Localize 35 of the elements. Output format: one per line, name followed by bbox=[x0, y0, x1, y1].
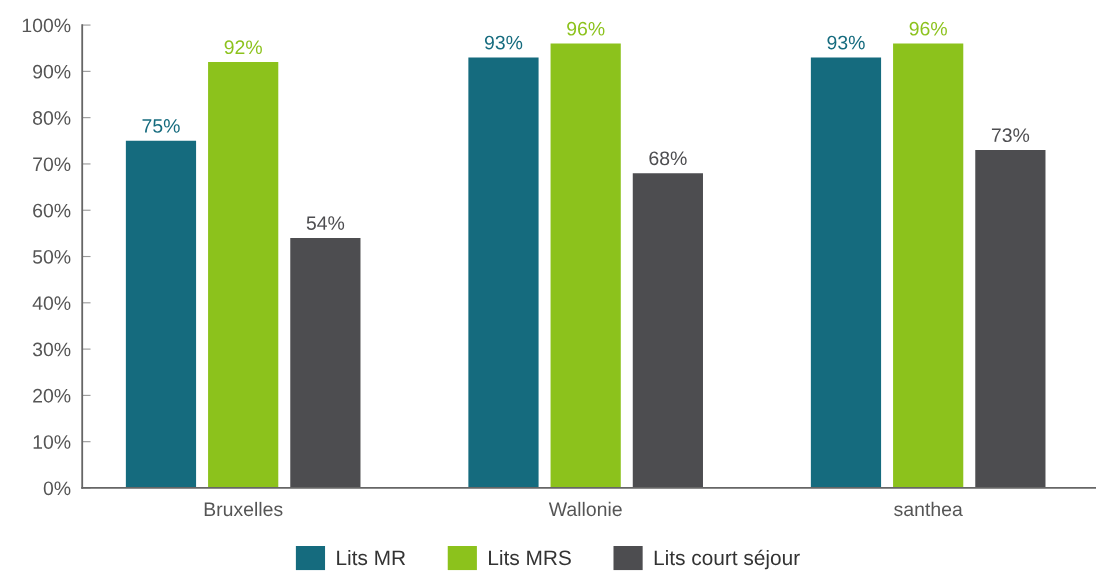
legend-label: Lits MRS bbox=[489, 549, 571, 566]
bar bbox=[893, 43, 964, 488]
x-tick-label: santhea bbox=[894, 501, 963, 517]
data-label: 93% bbox=[484, 35, 523, 50]
data-label: 96% bbox=[909, 21, 947, 36]
y-tick-label: 60% bbox=[33, 203, 71, 218]
bar bbox=[468, 57, 539, 488]
y-tick-label: 0% bbox=[43, 481, 71, 496]
y-tick-label: 50% bbox=[32, 249, 71, 264]
data-label: 75% bbox=[142, 119, 180, 133]
y-tick-label: 70% bbox=[33, 157, 71, 172]
data-label: 68% bbox=[649, 151, 687, 166]
y-tick-label: 40% bbox=[32, 296, 71, 311]
x-tick-label: Wallonie bbox=[548, 501, 622, 517]
data-label: 54% bbox=[306, 216, 345, 230]
bar bbox=[810, 57, 882, 488]
y-tick-label: 80% bbox=[33, 111, 71, 125]
x-tick-label: Bruxelles bbox=[204, 501, 283, 517]
bar bbox=[290, 238, 361, 488]
legend-label: Lits MR bbox=[337, 549, 406, 566]
data-label: 96% bbox=[567, 21, 605, 36]
bar bbox=[550, 43, 621, 488]
bar bbox=[632, 173, 703, 488]
data-label: 93% bbox=[827, 35, 865, 50]
y-tick-label: 100% bbox=[22, 18, 71, 33]
bar bbox=[208, 62, 279, 488]
y-tick-label: 20% bbox=[33, 388, 71, 403]
y-tick-label: 30% bbox=[32, 342, 71, 357]
y-tick-label: 10% bbox=[33, 435, 71, 449]
bar bbox=[125, 140, 197, 488]
data-label: 92% bbox=[224, 40, 262, 55]
y-tick-label: 90% bbox=[33, 64, 71, 79]
legend-label: Lits court séjour bbox=[654, 549, 800, 570]
bar bbox=[975, 150, 1046, 488]
data-label: 73% bbox=[991, 128, 1030, 143]
